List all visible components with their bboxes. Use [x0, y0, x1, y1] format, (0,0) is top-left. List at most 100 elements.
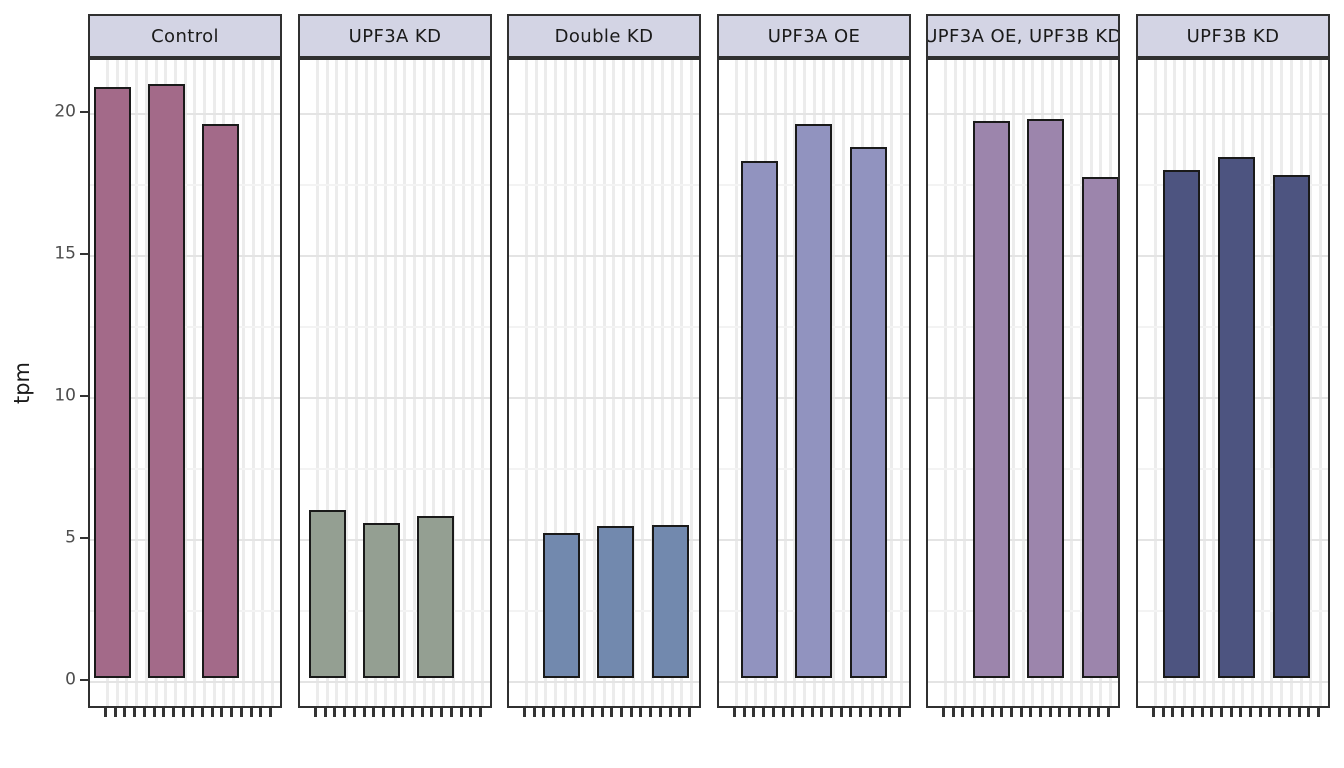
bar: [741, 161, 778, 678]
x-gridline: [525, 60, 528, 706]
facet-panel: [717, 58, 911, 708]
facet-strip: UPF3B KD: [1136, 14, 1330, 58]
x-gridline: [432, 60, 436, 706]
x-gridline: [403, 60, 407, 706]
x-tick: [1087, 708, 1091, 717]
x-gridline: [910, 60, 911, 708]
y-gridline-minor: [300, 184, 490, 186]
x-tick: [1219, 708, 1223, 717]
x-gridline: [953, 60, 957, 706]
facet-panel: [926, 58, 1120, 708]
x-gridline: [193, 60, 197, 706]
facet-panel-wrap: UPF3A OE: [717, 14, 911, 720]
x-tick: [561, 708, 565, 717]
y-tick-label: 0: [65, 669, 76, 690]
x-tick: [868, 708, 872, 717]
x-tick: [849, 708, 853, 717]
y-gridline-major: [90, 255, 280, 257]
x-tick: [810, 708, 814, 717]
x-gridline: [1212, 60, 1216, 706]
x-tick: [620, 708, 623, 717]
x-tick: [600, 708, 604, 717]
x-tick: [610, 708, 614, 717]
x-gridline: [689, 60, 693, 706]
x-gridline: [841, 60, 845, 706]
x-tick: [323, 708, 327, 717]
x-tick: [113, 708, 117, 717]
bar: [543, 533, 580, 678]
y-gridline-major: [300, 397, 490, 399]
y-gridline-major: [509, 255, 699, 257]
x-tick: [1097, 708, 1101, 717]
bar: [1273, 175, 1310, 678]
x-gridline: [354, 60, 358, 706]
bar: [795, 124, 832, 678]
x-tick: [1058, 708, 1062, 717]
x-tick: [1239, 708, 1243, 717]
x-tick: [104, 708, 107, 717]
x-tick: [239, 708, 243, 717]
bar: [202, 124, 239, 678]
x-tick: [830, 708, 833, 717]
x-tick: [1190, 708, 1194, 717]
y-tick: [80, 395, 88, 397]
x-tick: [1297, 708, 1301, 717]
x-gridline: [890, 60, 894, 706]
x-tick: [523, 708, 526, 717]
x-tick: [1068, 708, 1072, 717]
x-tick: [1039, 708, 1042, 717]
x-gridline: [480, 60, 484, 706]
x-gridline: [612, 60, 616, 706]
x-tick: [391, 708, 395, 717]
x-gridline: [1202, 60, 1206, 706]
x-gridline: [251, 60, 255, 706]
x-tick: [1268, 708, 1272, 717]
x-tick: [191, 708, 195, 717]
x-tick: [733, 708, 736, 717]
x-tick: [1152, 708, 1155, 717]
y-gridline-major: [300, 113, 490, 115]
x-gridline: [793, 60, 797, 706]
x-gridline: [281, 60, 282, 708]
facet-strip: Double KD: [507, 14, 701, 58]
y-gridline-major: [928, 539, 1118, 541]
facet-strip-label: UPF3A OE, UPF3B KD: [926, 25, 1120, 47]
x-gridline: [1309, 60, 1313, 706]
y-gridline-minor: [509, 468, 699, 470]
x-gridline: [1119, 60, 1120, 708]
x-tick: [352, 708, 356, 717]
x-tick: [1029, 708, 1033, 717]
bar: [363, 523, 400, 678]
facet-panel-wrap: UPF3A OE, UPF3B KD: [926, 14, 1120, 720]
x-tick: [123, 708, 127, 717]
x-gridline: [316, 60, 319, 706]
y-tick: [80, 111, 88, 113]
y-gridline-minor: [300, 326, 490, 328]
x-tick: [532, 708, 536, 717]
x-tick: [961, 708, 965, 717]
y-tick-label: 10: [54, 385, 76, 406]
x-tick: [971, 708, 975, 717]
x-gridline: [1021, 60, 1025, 706]
x-gridline: [899, 60, 903, 706]
facet-panel-wrap: UPF3A KD: [298, 14, 492, 720]
x-tick: [1229, 708, 1233, 717]
y-gridline-major: [300, 681, 490, 683]
x-tick: [791, 708, 795, 717]
x-gridline: [1079, 60, 1083, 706]
y-tick: [80, 537, 88, 539]
x-tick: [210, 708, 214, 717]
y-gridline-major: [509, 113, 699, 115]
facet-panel-wrap: Double KD: [507, 14, 701, 720]
x-gridline: [442, 60, 446, 706]
bar: [148, 84, 185, 678]
y-gridline-minor: [928, 468, 1118, 470]
y-gridline-major: [509, 681, 699, 683]
x-tick: [1307, 708, 1311, 717]
x-tick: [951, 708, 955, 717]
x-tick: [420, 708, 424, 717]
facet-strip-label: UPF3A KD: [348, 25, 442, 47]
x-tick: [1316, 708, 1320, 717]
x-tick: [658, 708, 662, 717]
x-gridline: [680, 60, 684, 706]
